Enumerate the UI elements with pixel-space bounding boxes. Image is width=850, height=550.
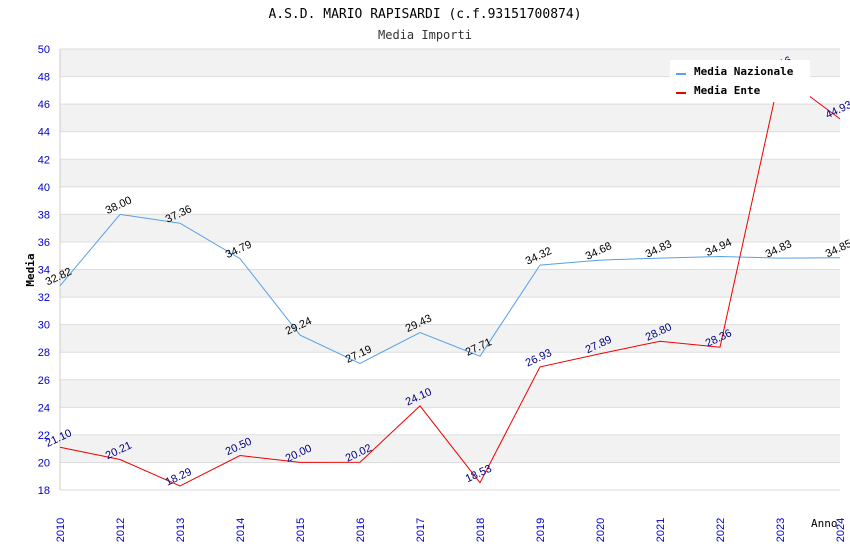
grid-band <box>60 407 840 435</box>
y-tick-label: 42 <box>38 154 50 166</box>
chart-subtitle: Media Importi <box>378 28 472 42</box>
x-tick-label: 2023 <box>775 518 787 542</box>
x-axis-title: Anno <box>811 517 838 530</box>
grid-band <box>60 462 840 490</box>
x-tick-label: 2012 <box>115 518 127 542</box>
y-tick-label: 26 <box>38 375 50 387</box>
x-tick-label: 2021 <box>655 518 667 542</box>
y-tick-label: 28 <box>38 347 50 359</box>
x-tick-label: 2020 <box>595 518 607 542</box>
grid-band <box>60 131 840 160</box>
x-tick-label: 2010 <box>55 518 67 542</box>
grid-band <box>60 214 840 242</box>
grid-band <box>60 297 840 325</box>
series-line-media-ente <box>59 73 841 487</box>
legend-box <box>670 60 810 102</box>
grid-band <box>60 434 840 463</box>
legend-label: Media Nazionale <box>694 65 794 78</box>
x-tick-label: 2024 <box>835 518 847 542</box>
y-tick-label: 48 <box>38 72 50 84</box>
x-tick-label: 2016 <box>355 518 367 542</box>
grid-band <box>60 324 840 353</box>
x-axis-ticks: 2010 2012 2013 2014 2015 2016 2017 2018 2019 2020… <box>55 518 847 542</box>
series-line-media-nazionale <box>59 213 841 364</box>
y-tick-label: 22 <box>38 430 50 442</box>
grid-band <box>60 379 840 408</box>
x-tick-label: 2017 <box>415 518 427 542</box>
y-tick-label: 36 <box>38 237 50 249</box>
chart-title: A.S.D. MARIO RAPISARDI (c.f.93151700874) <box>268 7 581 22</box>
y-axis-ticks: 18 20 22 24 26 28 30 32 34 36 38 40 42 44 46 48 50 <box>38 44 50 497</box>
y-tick-label: 20 <box>38 457 50 469</box>
y-tick-label: 38 <box>38 209 50 221</box>
x-tick-label: 2018 <box>475 518 487 542</box>
series-lines <box>59 73 841 487</box>
grid-band <box>60 269 840 298</box>
grid-band <box>60 159 840 187</box>
grid-band <box>60 352 840 380</box>
y-tick-label: 30 <box>38 320 50 332</box>
x-tick-label: 2019 <box>535 518 547 542</box>
grid-band <box>60 186 840 215</box>
y-axis-title: Media <box>24 253 37 286</box>
y-tick-label: 24 <box>38 402 50 414</box>
y-tick-label: 34 <box>38 265 50 277</box>
legend-label: Media Ente <box>694 84 761 97</box>
x-tick-label: 2022 <box>715 518 727 542</box>
y-tick-label: 46 <box>38 99 50 111</box>
legend: Media Nazionale Media Ente <box>670 60 810 102</box>
x-tick-label: 2015 <box>295 518 307 542</box>
x-tick-label: 2013 <box>175 518 187 542</box>
x-tick-label: 2014 <box>235 518 247 542</box>
y-tick-label: 32 <box>38 292 50 304</box>
grid-band <box>60 104 840 132</box>
grid-bands <box>59 48 840 491</box>
y-tick-label: 18 <box>38 485 50 497</box>
y-tick-label: 50 <box>38 44 50 56</box>
y-tick-label: 40 <box>38 182 50 194</box>
y-tick-label: 44 <box>38 127 50 139</box>
grid-band <box>60 241 840 270</box>
